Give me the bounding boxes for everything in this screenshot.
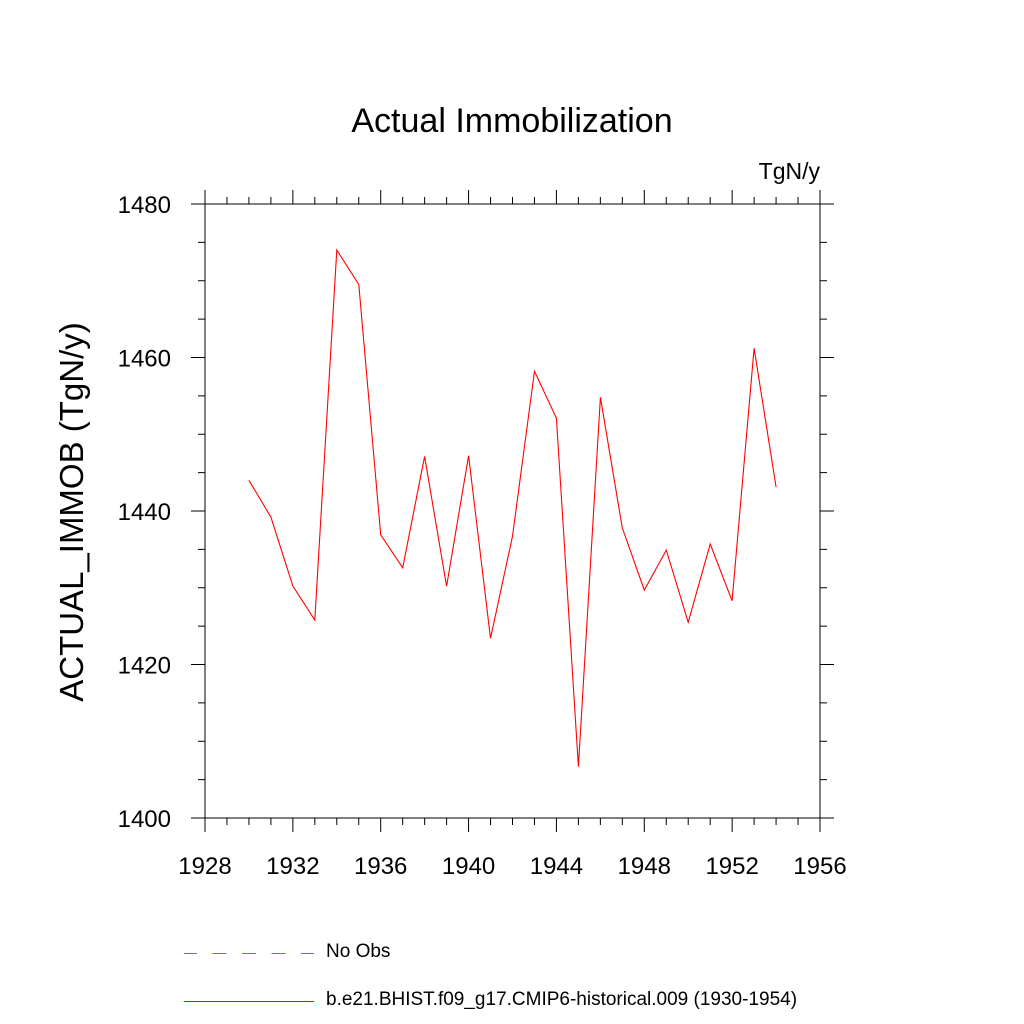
series-line-0 — [248, 248, 777, 767]
y-tick-label: 1480 — [118, 192, 171, 219]
legend-swatch-model-run — [184, 1001, 314, 1002]
x-tick-label: 1928 — [178, 853, 231, 880]
x-tick-label: 1948 — [618, 853, 671, 880]
y-tick-label: 1400 — [118, 806, 171, 833]
legend-label-no-obs: No Obs — [326, 941, 391, 962]
x-tick-label: 1940 — [442, 853, 495, 880]
units-label: TgN/y — [758, 158, 820, 184]
y-tick-label: 1440 — [118, 499, 171, 526]
y-tick-label: 1420 — [118, 653, 171, 680]
legend-swatch-no-obs — [184, 953, 314, 954]
plot-frame — [204, 203, 821, 819]
x-tick-label: 1952 — [705, 853, 758, 880]
series-lines — [248, 248, 777, 767]
y-tick-label: 1460 — [118, 346, 171, 373]
legend-label-model-run: b.e21.BHIST.f09_g17.CMIP6-historical.009… — [326, 989, 798, 1010]
x-tick-label: 1936 — [354, 853, 407, 880]
x-tick-label: 1956 — [793, 853, 846, 880]
axes: 1928 1932 1936 1940 1944 1948 1952 1956 1400 1420… — [118, 190, 847, 880]
chart-title: Actual Immobilization — [351, 102, 673, 140]
x-tick-label: 1932 — [266, 853, 319, 880]
x-tick-label: 1944 — [530, 853, 583, 880]
